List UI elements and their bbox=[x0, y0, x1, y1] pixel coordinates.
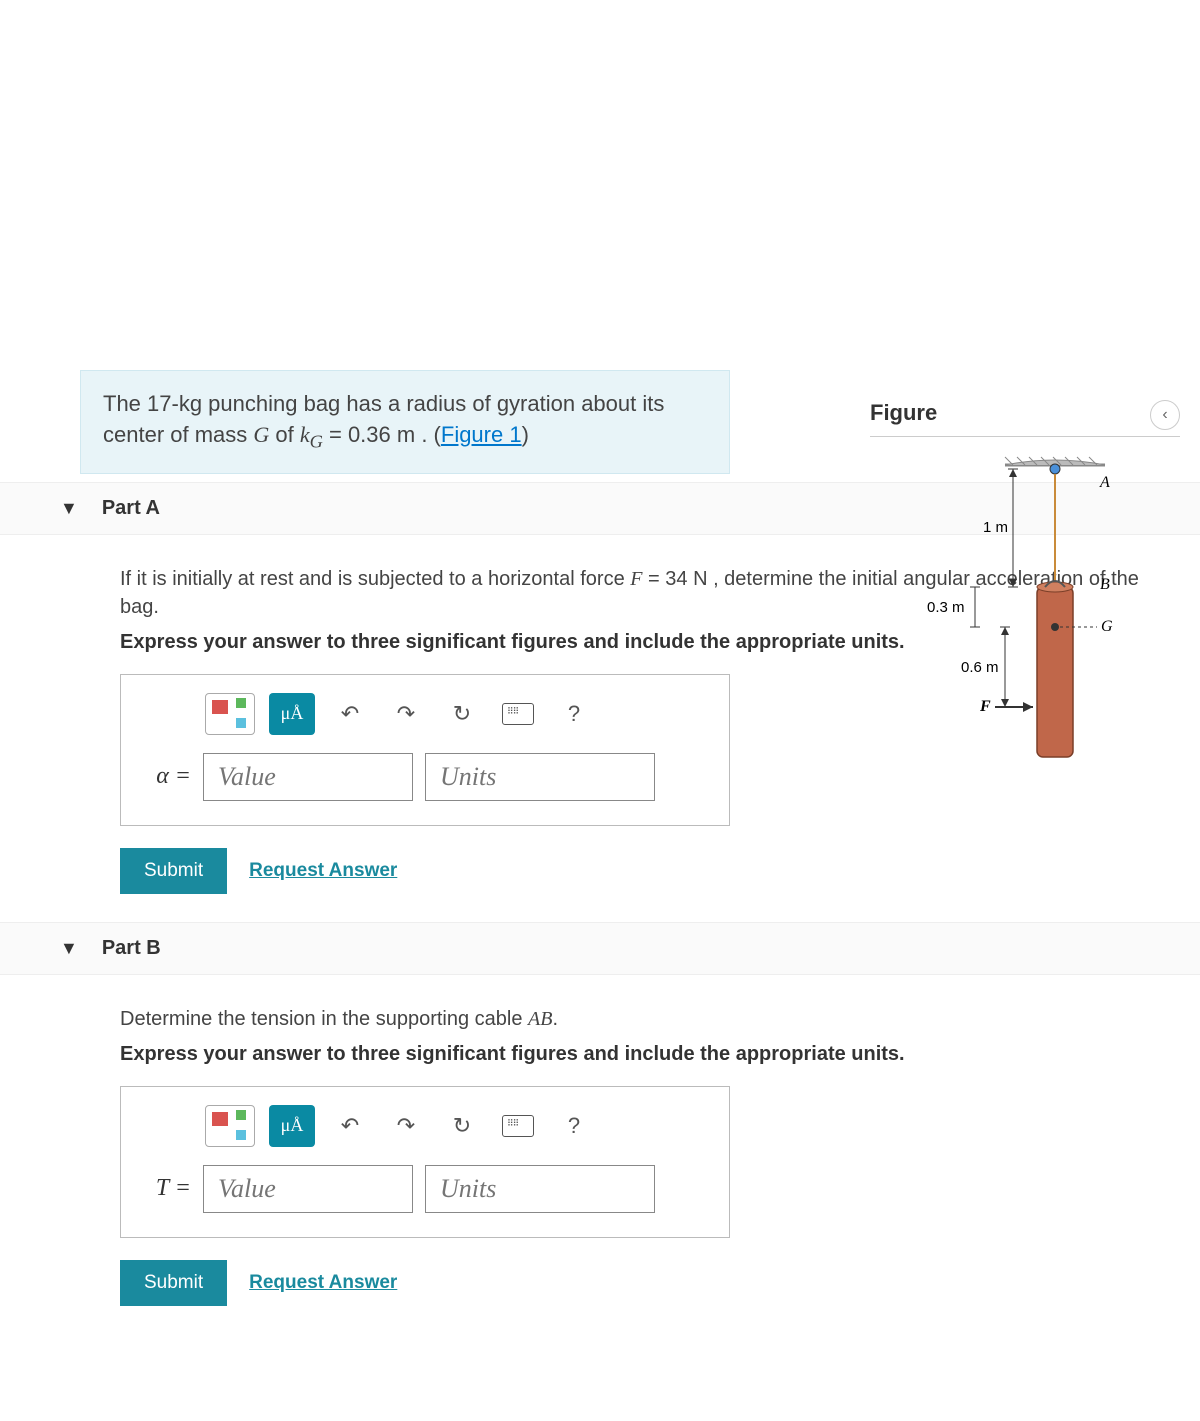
part-b-var-label: T = bbox=[141, 1175, 191, 1202]
part-b-toolbar: μÅ ↶ ↷ ↻ ? bbox=[205, 1105, 709, 1147]
figure-link[interactable]: Figure 1 bbox=[441, 422, 522, 447]
dim-06m: 0.6 m bbox=[961, 659, 999, 676]
reset-icon[interactable]: ↻ bbox=[441, 1105, 483, 1147]
figure-diagram: A B G F bbox=[870, 437, 1180, 802]
label-f: F bbox=[979, 698, 991, 715]
part-b-label: Part B bbox=[102, 937, 161, 960]
part-a-request-answer-link[interactable]: Request Answer bbox=[249, 860, 397, 882]
part-b-value-input[interactable] bbox=[203, 1165, 413, 1213]
label-b: B bbox=[1100, 576, 1110, 593]
keyboard-icon[interactable] bbox=[497, 1105, 539, 1147]
part-b-header[interactable]: ▼ Part B bbox=[0, 922, 1200, 975]
part-b-answer-box: μÅ ↶ ↷ ↻ ? T = bbox=[120, 1086, 730, 1238]
part-b-body: Determine the tension in the supporting … bbox=[0, 975, 1200, 1326]
part-a-value-input[interactable] bbox=[203, 753, 413, 801]
part-b-instruction: Express your answer to three significant… bbox=[120, 1043, 1140, 1066]
part-a-answer-box: μÅ ↶ ↷ ↻ ? α = bbox=[120, 674, 730, 826]
templates-icon[interactable] bbox=[205, 1105, 255, 1147]
templates-icon[interactable] bbox=[205, 693, 255, 735]
part-b-request-answer-link[interactable]: Request Answer bbox=[249, 1272, 397, 1294]
part-a-submit-button[interactable]: Submit bbox=[120, 848, 227, 894]
part-a-toolbar: μÅ ↶ ↷ ↻ ? bbox=[205, 693, 709, 735]
redo-icon[interactable]: ↷ bbox=[385, 1105, 427, 1147]
help-icon[interactable]: ? bbox=[553, 693, 595, 735]
collapse-icon: ▼ bbox=[60, 938, 78, 959]
undo-icon[interactable]: ↶ bbox=[329, 1105, 371, 1147]
figure-panel: ‹ Figure A B bbox=[870, 390, 1180, 802]
dim-1m: 1 m bbox=[983, 519, 1008, 536]
part-a-label: Part A bbox=[102, 497, 160, 520]
keyboard-icon[interactable] bbox=[497, 693, 539, 735]
figure-title: Figure bbox=[870, 390, 1180, 437]
special-chars-button[interactable]: μÅ bbox=[269, 693, 315, 735]
label-a: A bbox=[1099, 474, 1110, 491]
undo-icon[interactable]: ↶ bbox=[329, 693, 371, 735]
collapse-icon: ▼ bbox=[60, 498, 78, 519]
help-icon[interactable]: ? bbox=[553, 1105, 595, 1147]
part-b-submit-button[interactable]: Submit bbox=[120, 1260, 227, 1306]
reset-icon[interactable]: ↻ bbox=[441, 693, 483, 735]
problem-statement: The 17-kg punching bag has a radius of g… bbox=[80, 370, 730, 474]
part-a-var-label: α = bbox=[141, 763, 191, 790]
redo-icon[interactable]: ↷ bbox=[385, 693, 427, 735]
part-b-question: Determine the tension in the supporting … bbox=[120, 1005, 1140, 1033]
dim-03m: 0.3 m bbox=[927, 599, 965, 616]
figure-collapse-button[interactable]: ‹ bbox=[1150, 400, 1180, 430]
part-b-units-input[interactable] bbox=[425, 1165, 655, 1213]
special-chars-button[interactable]: μÅ bbox=[269, 1105, 315, 1147]
part-a-units-input[interactable] bbox=[425, 753, 655, 801]
label-g: G bbox=[1101, 618, 1113, 635]
